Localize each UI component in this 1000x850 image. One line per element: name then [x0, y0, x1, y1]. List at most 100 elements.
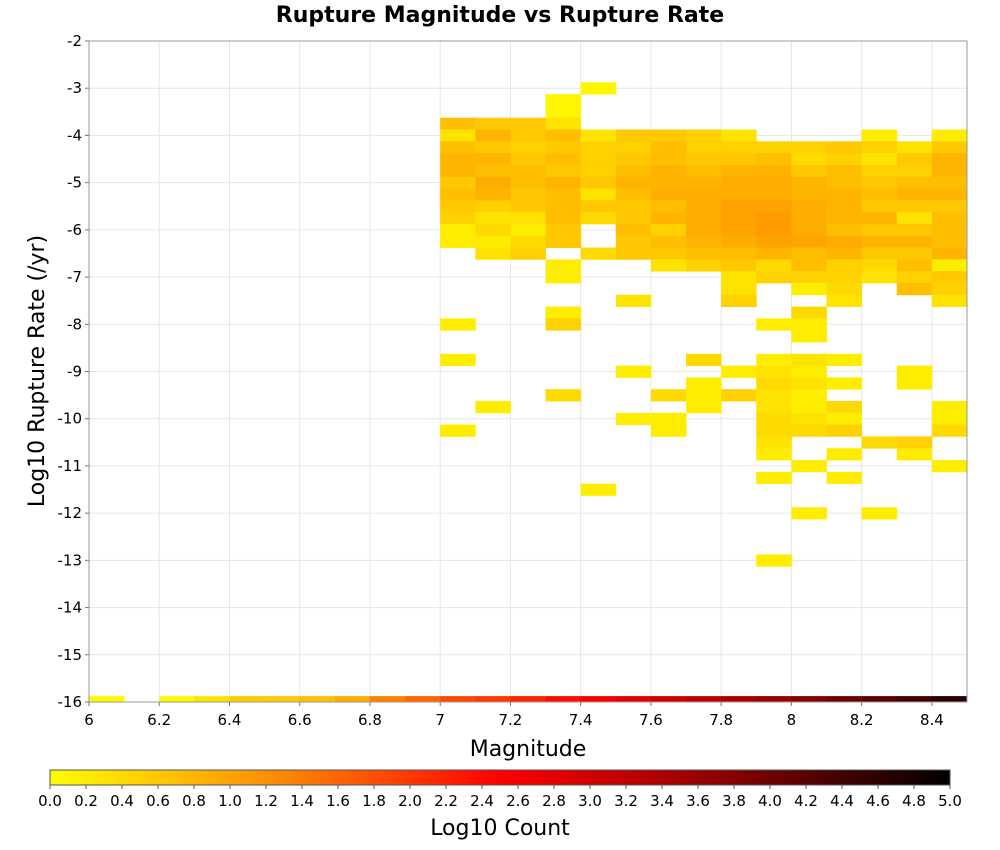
colorbar-tick-label: 2.4 [470, 792, 494, 810]
heatmap-cell [896, 235, 933, 248]
heatmap-cell [510, 223, 546, 237]
heatmap-cell [686, 353, 722, 366]
heatmap-cell [650, 212, 687, 225]
heatmap-cell [861, 212, 898, 225]
heatmap-cell [826, 282, 863, 296]
y-tick-label: -12 [58, 504, 83, 522]
heatmap-cell [896, 282, 933, 296]
y-tick-label: -16 [58, 693, 83, 711]
heatmap-cell [615, 365, 652, 378]
colorbar-tick-label: 4.4 [830, 792, 854, 810]
heatmap-cell [650, 164, 687, 178]
heatmap-cell [861, 153, 898, 166]
colorbar-ticks: 0.0 0.2 0.4 0.6 0.8 1.0 1.2 1.4 1.6 1.8 2.0 2.2 2.4 2… [38, 785, 962, 810]
heatmap-cell [580, 141, 617, 154]
heatmap-cell [861, 176, 898, 189]
heatmap-cell [721, 153, 757, 166]
colorbar [49, 769, 951, 786]
heatmap-cell [756, 164, 792, 178]
heatmap-cell [721, 223, 757, 237]
heatmap-cell [826, 401, 863, 414]
heatmap-cell [791, 460, 827, 473]
heatmap-cell [756, 448, 792, 461]
colorbar-tick-label: 4.0 [758, 792, 782, 810]
heatmap-cell [686, 164, 722, 178]
heatmap-cell [615, 176, 652, 189]
heatmap-cell [931, 401, 968, 414]
heatmap-cell [791, 318, 827, 331]
heatmap-cell [721, 129, 757, 142]
heatmap-cell [686, 401, 722, 414]
heatmap-cell [686, 212, 722, 225]
heatmap-cell [686, 696, 722, 702]
y-tick-label: -11 [58, 457, 83, 475]
heatmap-cell [756, 188, 792, 201]
heatmap-cell [861, 507, 898, 520]
heatmap-cell [475, 696, 511, 702]
heatmap-cell [440, 164, 476, 178]
colorbar-tick-label: 1.8 [362, 792, 386, 810]
heatmap-cell [721, 259, 757, 272]
heatmap-cell [861, 696, 898, 702]
heatmap-cell [721, 164, 757, 178]
heatmap-cell [756, 223, 792, 237]
heatmap-cell [650, 235, 687, 248]
x-tick-label: 7.6 [639, 711, 663, 729]
heatmap-cell [615, 235, 652, 248]
colorbar-tick-label: 0.4 [110, 792, 134, 810]
x-axis-label: Magnitude [470, 737, 587, 762]
heatmap-cell [791, 696, 827, 702]
heatmap-cell [686, 389, 722, 402]
colorbar-label: Log10 Count [430, 816, 570, 841]
heatmap-cell [756, 200, 792, 213]
heatmap-cell [475, 223, 511, 237]
x-tick-label: 7.2 [499, 711, 523, 729]
heatmap-cell [791, 235, 827, 248]
heatmap-cell [931, 141, 968, 154]
heatmap-cell [615, 200, 652, 213]
heatmap-cell [545, 306, 582, 319]
heatmap-cell [756, 247, 792, 260]
heatmap-cell [580, 696, 617, 702]
heatmap-cell [791, 153, 827, 166]
heatmap-cell [615, 212, 652, 225]
heatmap-cell [510, 164, 546, 178]
heatmap-cell [545, 318, 582, 331]
x-tick-label: 8.2 [850, 711, 874, 729]
heatmap-cell [756, 377, 792, 390]
heatmap-cell [510, 235, 546, 248]
heatmap-cell [721, 235, 757, 248]
x-tick-label: 8 [787, 711, 797, 729]
heatmap-cells [89, 82, 968, 702]
heatmap-cell [791, 306, 827, 319]
heatmap-cell [686, 247, 722, 260]
heatmap-cell [896, 377, 933, 390]
heatmap-cell [475, 164, 511, 178]
heatmap-cell [299, 696, 336, 702]
colorbar-tick-label: 4.6 [866, 792, 890, 810]
heatmap-cell [721, 212, 757, 225]
colorbar-tick-label: 0.2 [74, 792, 98, 810]
heatmap-cell [826, 696, 863, 702]
heatmap-cell [686, 259, 722, 272]
heatmap-cell [650, 247, 687, 260]
heatmap-cell [510, 153, 546, 166]
heatmap-cell [440, 153, 476, 166]
heatmap-cell [826, 294, 863, 307]
colorbar-tick-label: 0.0 [38, 792, 62, 810]
heatmap-cell [475, 247, 511, 260]
heatmap-cell [931, 259, 968, 272]
heatmap-cell [756, 153, 792, 166]
heatmap-cell [615, 164, 652, 178]
heatmap-cell [510, 696, 546, 702]
heatmap-cell [545, 259, 582, 272]
heatmap-cell [861, 271, 898, 284]
heatmap-cell [931, 294, 968, 307]
x-tick-label: 7.8 [709, 711, 733, 729]
heatmap-cell [510, 117, 546, 130]
heatmap-cell [791, 389, 827, 402]
heatmap-cell [791, 507, 827, 520]
heatmap-cell [475, 129, 511, 142]
heatmap-cell [756, 401, 792, 414]
